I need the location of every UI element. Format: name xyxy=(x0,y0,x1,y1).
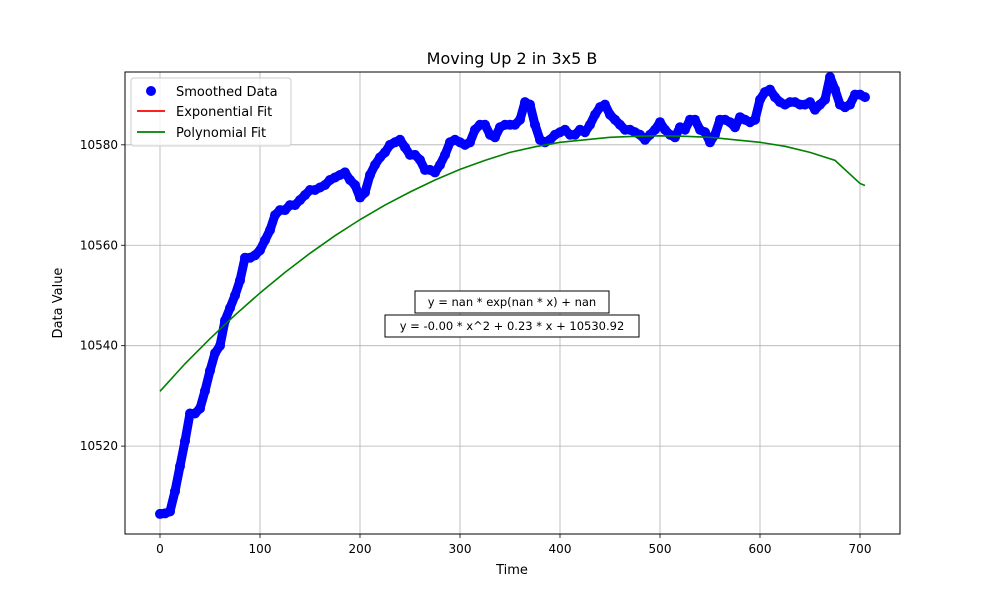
data-point xyxy=(700,127,710,138)
data-point xyxy=(235,275,245,286)
data-point xyxy=(350,179,360,190)
data-point xyxy=(395,134,405,145)
data-point xyxy=(690,114,700,125)
data-point xyxy=(705,137,715,148)
x-tick-label: 0 xyxy=(156,542,164,556)
polynomial-fit-line xyxy=(159,134,866,392)
y-tick-label: 10540 xyxy=(80,339,118,353)
data-point xyxy=(165,506,175,517)
annotation-exponential: y = nan * exp(nan * x) + nan xyxy=(414,290,610,314)
data-point xyxy=(590,109,600,120)
data-point xyxy=(845,99,855,110)
annotation-box xyxy=(414,290,610,314)
data-point xyxy=(440,149,450,160)
data-point xyxy=(260,235,270,246)
data-point xyxy=(750,114,760,125)
data-point xyxy=(360,187,370,198)
annotation-polynomial: y = -0.00 * x^2 + 0.23 * x + 10530.92 xyxy=(384,314,640,338)
data-point xyxy=(765,84,775,95)
data-point xyxy=(490,132,500,143)
data-point xyxy=(480,119,490,130)
legend-label-polynomial: Polynomial Fit xyxy=(176,126,266,141)
data-point xyxy=(435,159,445,170)
data-point xyxy=(465,137,475,148)
data-point xyxy=(210,348,220,359)
x-axis: 0 100 200 300 400 500 600 700 xyxy=(156,534,871,556)
x-tick-label: 400 xyxy=(549,542,572,556)
data-point xyxy=(670,132,680,143)
y-tick-label: 10560 xyxy=(80,238,118,252)
data-point xyxy=(215,340,225,351)
data-point xyxy=(530,119,540,130)
legend: Smoothed Data Exponential Fit Polynomial… xyxy=(130,77,292,147)
annotation-polynomial-text: y = -0.00 * x^2 + 0.23 * x + 10530.92 xyxy=(400,319,625,333)
data-point xyxy=(820,94,830,105)
data-point xyxy=(730,122,740,133)
grid xyxy=(125,72,900,534)
data-point xyxy=(340,167,350,178)
data-point xyxy=(380,147,390,158)
data-point xyxy=(600,99,610,110)
data-point xyxy=(430,167,440,178)
x-tick-label: 500 xyxy=(649,542,672,556)
data-point xyxy=(680,124,690,135)
data-point xyxy=(415,154,425,165)
legend-label-exponential: Exponential Fit xyxy=(176,105,272,120)
series-layer xyxy=(155,72,870,519)
data-point xyxy=(650,124,660,135)
x-tick-label: 600 xyxy=(749,542,772,556)
data-point xyxy=(400,142,410,153)
annotation-box xyxy=(384,314,640,338)
data-point xyxy=(225,303,235,314)
data-point xyxy=(515,114,525,125)
plot-frame xyxy=(124,71,901,535)
data-point xyxy=(195,403,205,414)
data-point xyxy=(200,385,210,396)
data-point xyxy=(175,461,185,472)
data-point xyxy=(825,72,835,83)
data-point xyxy=(255,245,265,256)
y-tick-label: 10580 xyxy=(80,138,118,152)
y-tick-label: 10520 xyxy=(80,439,118,453)
data-point xyxy=(180,436,190,447)
data-point xyxy=(370,159,380,170)
x-tick-label: 200 xyxy=(349,542,372,556)
legend-label-smoothed: Smoothed Data xyxy=(176,85,278,100)
data-point xyxy=(230,290,240,301)
data-point xyxy=(655,117,665,128)
x-tick-label: 700 xyxy=(849,542,872,556)
data-point xyxy=(860,92,870,103)
data-point xyxy=(805,97,815,108)
legend-marker-smoothed xyxy=(146,86,156,96)
data-point xyxy=(205,365,215,376)
chart-title: Moving Up 2 in 3x5 B xyxy=(427,49,598,68)
data-point xyxy=(580,127,590,138)
data-point xyxy=(755,94,765,105)
legend-frame xyxy=(130,77,292,147)
data-point xyxy=(170,486,180,497)
data-point xyxy=(265,225,275,236)
data-point xyxy=(365,169,375,180)
y-axis: 10520 10540 10560 10580 xyxy=(80,138,125,453)
data-point xyxy=(585,119,595,130)
annotation-exponential-text: y = nan * exp(nan * x) + nan xyxy=(428,295,596,309)
data-point xyxy=(830,84,840,95)
x-axis-title: Time xyxy=(495,563,528,578)
x-tick-label: 300 xyxy=(449,542,472,556)
y-axis-title: Data Value xyxy=(51,268,66,339)
data-point xyxy=(525,99,535,110)
x-tick-label: 100 xyxy=(249,542,272,556)
